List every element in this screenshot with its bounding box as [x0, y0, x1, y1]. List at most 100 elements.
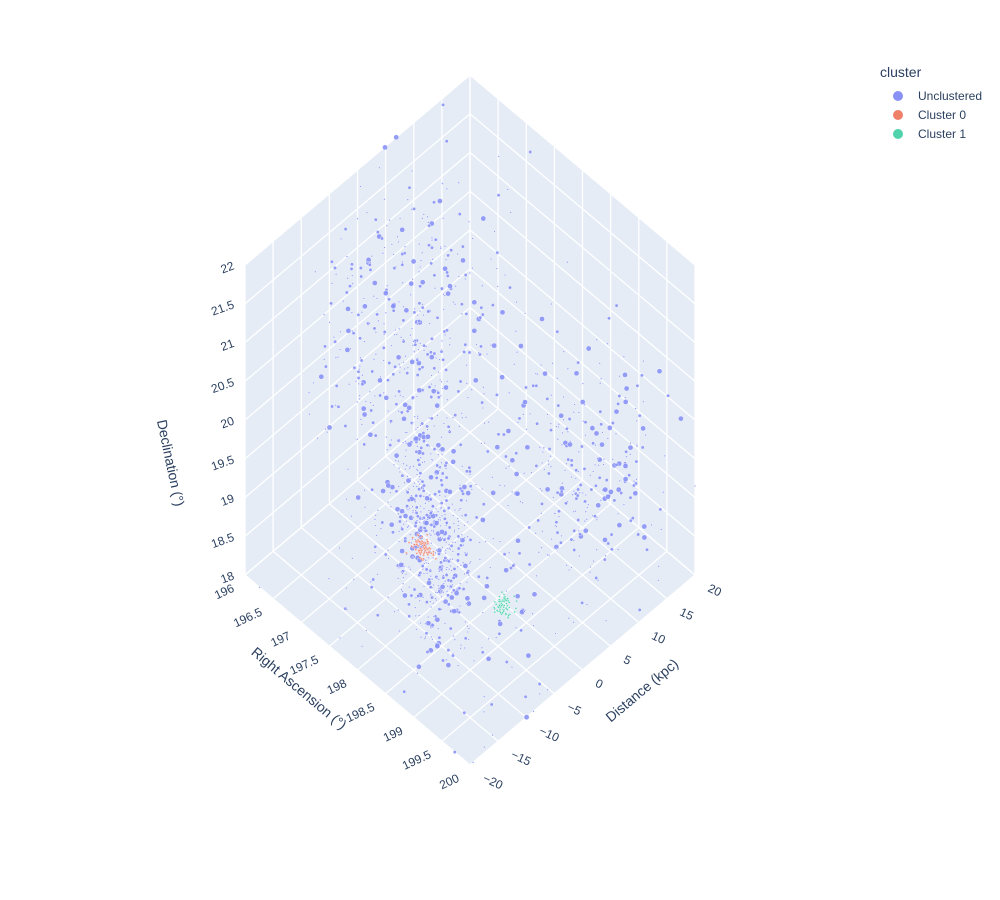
- data-point[interactable]: [429, 534, 433, 537]
- data-point[interactable]: [428, 474, 434, 481]
- data-point[interactable]: [546, 413, 549, 416]
- data-point[interactable]: [422, 553, 425, 557]
- data-point[interactable]: [406, 404, 413, 411]
- data-point[interactable]: [430, 552, 433, 555]
- data-point[interactable]: [401, 572, 404, 575]
- data-point[interactable]: [416, 415, 419, 418]
- data-point[interactable]: [419, 636, 423, 639]
- data-point[interactable]: [602, 458, 606, 461]
- data-point[interactable]: [471, 327, 478, 334]
- data-point[interactable]: [459, 564, 462, 567]
- data-point[interactable]: [531, 612, 534, 615]
- data-point[interactable]: [404, 468, 407, 471]
- data-point[interactable]: [441, 537, 444, 540]
- data-point[interactable]: [536, 518, 541, 523]
- data-point[interactable]: [356, 376, 361, 380]
- data-point[interactable]: [574, 468, 579, 473]
- data-point[interactable]: [581, 491, 584, 495]
- data-point[interactable]: [393, 610, 396, 613]
- data-point[interactable]: [467, 638, 470, 641]
- data-point[interactable]: [582, 466, 587, 471]
- data-point[interactable]: [437, 510, 440, 513]
- data-point[interactable]: [446, 559, 451, 564]
- data-point[interactable]: [586, 506, 589, 509]
- data-point[interactable]: [463, 636, 468, 641]
- data-point[interactable]: [657, 565, 660, 568]
- data-point[interactable]: [641, 534, 648, 541]
- data-point[interactable]: [576, 487, 580, 492]
- data-point[interactable]: [539, 364, 543, 367]
- data-point[interactable]: [557, 423, 560, 426]
- data-point[interactable]: [437, 627, 440, 630]
- data-point[interactable]: [534, 383, 539, 388]
- data-point[interactable]: [635, 444, 639, 447]
- data-point[interactable]: [415, 543, 418, 546]
- data-point[interactable]: [403, 367, 406, 371]
- data-point[interactable]: [434, 597, 437, 600]
- data-point[interactable]: [567, 568, 571, 572]
- data-point[interactable]: [565, 426, 569, 431]
- data-point[interactable]: [446, 424, 451, 429]
- data-point[interactable]: [351, 331, 356, 336]
- data-point[interactable]: [418, 243, 421, 246]
- data-point[interactable]: [397, 519, 402, 524]
- data-point[interactable]: [439, 501, 444, 505]
- data-point[interactable]: [401, 590, 404, 593]
- data-point[interactable]: [402, 441, 405, 444]
- data-point[interactable]: [583, 420, 588, 425]
- data-point[interactable]: [511, 563, 516, 568]
- data-point[interactable]: [535, 574, 538, 577]
- data-point[interactable]: [497, 621, 504, 627]
- data-point[interactable]: [308, 391, 311, 394]
- data-point[interactable]: [465, 602, 468, 605]
- data-point[interactable]: [430, 529, 433, 532]
- data-point[interactable]: [496, 432, 501, 437]
- data-point[interactable]: [487, 637, 490, 640]
- data-point[interactable]: [556, 438, 559, 441]
- data-point[interactable]: [456, 389, 461, 394]
- data-point[interactable]: [351, 282, 354, 285]
- data-point[interactable]: [442, 537, 447, 542]
- data-point[interactable]: [474, 483, 478, 486]
- data-point[interactable]: [397, 240, 400, 243]
- data-point[interactable]: [497, 631, 502, 636]
- data-point[interactable]: [623, 385, 630, 392]
- data-point[interactable]: [495, 603, 498, 606]
- data-point[interactable]: [437, 635, 442, 640]
- data-point[interactable]: [350, 311, 353, 314]
- data-point[interactable]: [451, 608, 457, 614]
- data-point[interactable]: [504, 599, 508, 602]
- data-point[interactable]: [419, 265, 422, 269]
- data-point[interactable]: [369, 408, 374, 413]
- data-point[interactable]: [445, 662, 452, 668]
- data-point[interactable]: [432, 550, 435, 553]
- data-point[interactable]: [336, 404, 341, 409]
- data-point[interactable]: [483, 745, 486, 749]
- data-point[interactable]: [448, 547, 451, 550]
- data-point[interactable]: [442, 217, 445, 220]
- data-point[interactable]: [446, 593, 450, 598]
- data-point[interactable]: [508, 551, 511, 554]
- data-point[interactable]: [398, 371, 401, 374]
- data-point[interactable]: [329, 259, 334, 264]
- data-point[interactable]: [415, 468, 418, 471]
- data-point[interactable]: [400, 473, 405, 478]
- data-point[interactable]: [421, 451, 425, 456]
- data-point[interactable]: [480, 650, 485, 655]
- data-point[interactable]: [465, 416, 468, 419]
- data-point[interactable]: [346, 277, 349, 280]
- data-point[interactable]: [555, 490, 560, 495]
- data-point[interactable]: [439, 446, 446, 453]
- data-point[interactable]: [445, 270, 449, 275]
- data-point[interactable]: [429, 568, 432, 571]
- data-point[interactable]: [433, 492, 437, 497]
- data-point[interactable]: [452, 567, 457, 571]
- data-point[interactable]: [559, 540, 563, 545]
- data-point[interactable]: [478, 558, 481, 561]
- data-point[interactable]: [461, 587, 466, 591]
- data-point[interactable]: [439, 245, 442, 249]
- data-point[interactable]: [356, 400, 359, 404]
- data-point[interactable]: [318, 373, 325, 380]
- data-point[interactable]: [369, 401, 372, 404]
- data-point[interactable]: [635, 478, 638, 481]
